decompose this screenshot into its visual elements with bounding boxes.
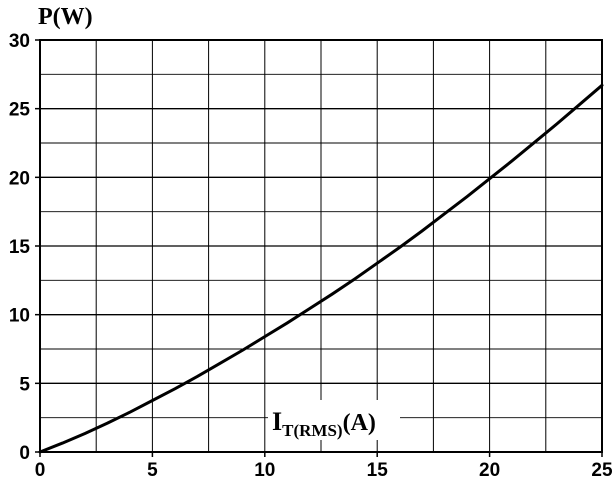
x-tick-label: 20 xyxy=(479,460,500,481)
x-tick-label: 5 xyxy=(147,460,158,481)
y-tick-label: 20 xyxy=(9,168,30,189)
y-tick-labels: 0 5 10 15 20 25 30 xyxy=(9,31,31,464)
x-tick-label: 0 xyxy=(35,460,46,481)
grid-major xyxy=(35,39,603,457)
power-curve xyxy=(38,83,604,454)
x-tick-label: 10 xyxy=(254,460,275,481)
y-tick-label: 15 xyxy=(9,237,31,258)
plot-frame xyxy=(39,39,603,453)
x-tick-labels: 0 5 10 15 20 25 xyxy=(35,460,613,481)
x-tick-label: 25 xyxy=(591,460,613,481)
y-axis-label: P(W) xyxy=(38,4,93,30)
y-tick-label: 25 xyxy=(9,100,31,121)
y-tick-label: 5 xyxy=(19,374,30,395)
x-tick-label: 15 xyxy=(367,460,389,481)
x-axis-label-group: IT(RMS)(A) xyxy=(268,400,400,440)
x-axis-label: IT(RMS)(A) xyxy=(272,407,376,440)
y-tick-label: 30 xyxy=(9,31,30,52)
y-tick-label: 10 xyxy=(9,306,30,327)
x-axis-label-main: I xyxy=(272,407,282,436)
x-axis-label-sub: T(RMS) xyxy=(282,421,342,440)
series-group xyxy=(38,83,604,454)
x-axis-label-background xyxy=(268,400,400,440)
x-axis-label-unit: (A) xyxy=(343,410,376,436)
y-tick-label: 0 xyxy=(19,443,30,464)
